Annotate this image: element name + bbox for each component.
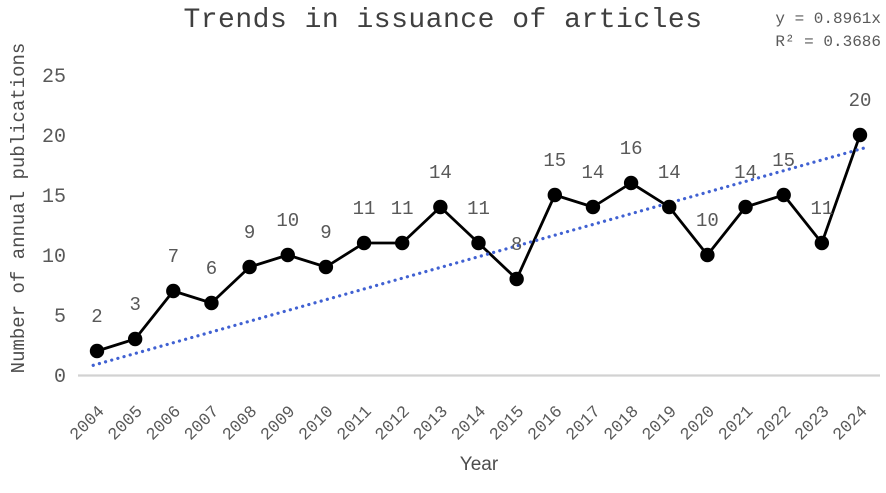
data-point-label: 10	[276, 210, 299, 232]
data-point-marker	[89, 343, 105, 359]
data-point-marker	[852, 127, 868, 143]
data-point-label: 14	[582, 162, 605, 184]
chart-title: Trends in issuance of articles	[183, 5, 703, 36]
data-point-marker	[471, 235, 486, 251]
data-point-label: 20	[849, 90, 872, 112]
y-tick-label: 25	[42, 66, 66, 89]
data-point-marker	[509, 271, 524, 287]
data-point-marker	[166, 283, 181, 299]
x-tick-label: 2023	[792, 403, 834, 445]
data-point-marker	[547, 187, 562, 203]
data-point-label: 11	[391, 198, 414, 220]
data-point-marker	[204, 295, 219, 311]
data-point-label: 10	[696, 210, 719, 232]
data-point-marker	[433, 199, 448, 215]
data-point-label: 11	[467, 198, 490, 220]
data-point-label: 3	[129, 294, 140, 316]
data-point-marker	[318, 259, 334, 275]
data-point-marker	[738, 199, 753, 215]
x-tick-label: 2024	[830, 403, 872, 445]
data-point-marker	[395, 235, 410, 251]
data-point-marker	[700, 247, 715, 263]
x-tick-label: 2013	[410, 403, 452, 445]
data-point-label: 11	[353, 198, 376, 220]
x-tick-label: 2018	[601, 403, 643, 445]
x-tick-label: 2015	[487, 403, 529, 445]
x-tick-label: 2021	[715, 403, 757, 445]
data-point-marker	[776, 187, 791, 203]
data-point-label: 9	[244, 222, 255, 244]
y-tick-label: 15	[42, 186, 66, 209]
data-point-marker	[356, 235, 372, 251]
x-tick-label: 2009	[258, 403, 300, 445]
x-tick-label: 2014	[448, 403, 490, 445]
y-tick-label: 20	[42, 126, 66, 149]
data-point-marker	[585, 199, 601, 215]
x-tick-label: 2020	[677, 403, 719, 445]
x-tick-label: 2016	[525, 403, 567, 445]
data-point-marker	[242, 259, 257, 275]
x-tick-label: 2010	[296, 403, 338, 445]
x-tick-label: 2004	[67, 403, 109, 445]
data-point-label: 14	[658, 162, 681, 184]
data-point-marker	[662, 199, 677, 215]
data-point-marker	[127, 331, 143, 347]
x-tick-label: 2017	[563, 403, 605, 445]
data-point-marker	[814, 235, 830, 251]
trendline	[91, 146, 866, 367]
data-point-label: 2	[91, 306, 102, 328]
y-tick-label: 0	[54, 366, 66, 389]
data-point-label: 9	[320, 222, 331, 244]
data-point-label: 16	[620, 138, 643, 160]
data-point-label: 15	[772, 150, 795, 172]
trendline-equation-label: y = 0.8961x	[775, 10, 881, 28]
trendline-equation-block: y = 0.8961x R² = 0.3686	[775, 8, 881, 54]
x-tick-label: 2012	[372, 403, 414, 445]
x-tick-label: 2007	[181, 403, 223, 445]
x-tick-label: 2005	[105, 403, 147, 445]
x-tick-label: 2022	[754, 403, 796, 445]
x-tick-label: 2006	[143, 403, 185, 445]
y-tick-label: 5	[54, 306, 66, 329]
y-tick-label: 10	[42, 246, 66, 269]
x-tick-label: 2011	[334, 403, 376, 445]
data-point-label: 14	[734, 162, 757, 184]
data-point-label: 11	[810, 198, 833, 220]
data-point-label: 15	[543, 150, 566, 172]
data-point-label: 7	[168, 246, 179, 268]
data-point-marker	[623, 175, 639, 191]
x-tick-label: 2008	[220, 403, 262, 445]
data-point-label: 6	[206, 258, 217, 280]
data-point-marker	[280, 247, 295, 263]
data-point-label: 14	[429, 162, 452, 184]
data-point-label: 8	[511, 234, 522, 256]
trendline-r-squared-label: R² = 0.3686	[775, 33, 881, 51]
x-tick-label: 2019	[639, 403, 681, 445]
x-axis-title: Year	[459, 454, 499, 475]
